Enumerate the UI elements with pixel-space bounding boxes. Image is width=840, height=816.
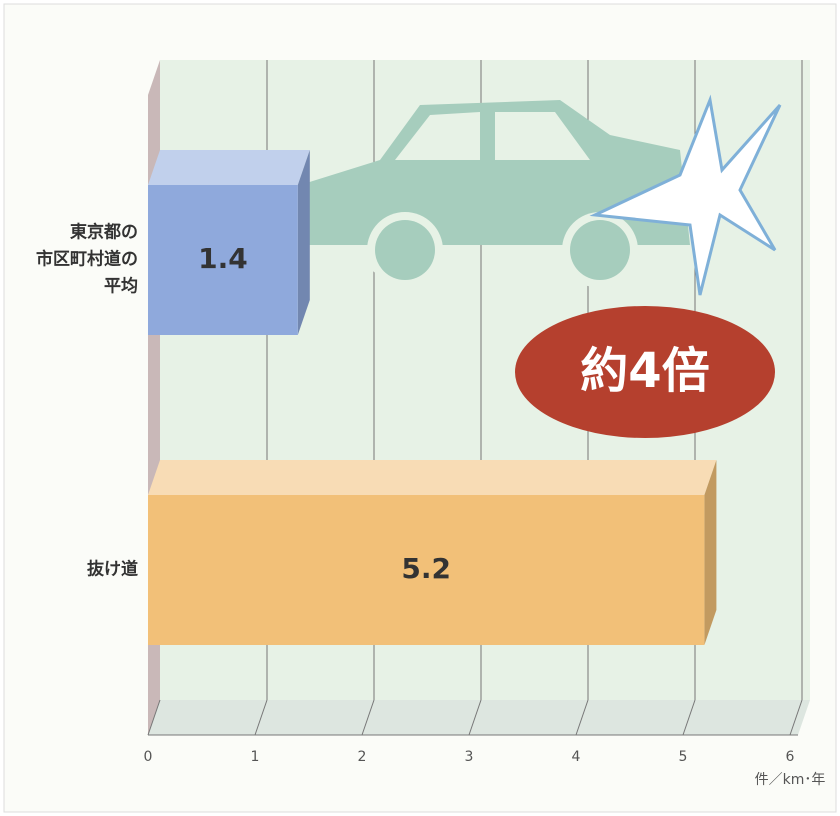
bar-top [148, 150, 310, 185]
x-tick-label: 5 [679, 749, 688, 765]
floor-grid-line [575, 699, 589, 736]
bar [148, 185, 298, 335]
car-body [300, 100, 690, 245]
x-tick-label: 0 [144, 749, 153, 765]
category-label: 抜け道 [87, 559, 138, 580]
bar-side [297, 150, 310, 335]
x-axis-label: 件／km･年 [755, 772, 826, 788]
car-window [395, 112, 590, 160]
floor-grid-line [789, 699, 803, 736]
floor-grid-line [682, 699, 696, 736]
floor [148, 700, 810, 735]
x-tick-label: 4 [572, 749, 581, 765]
wheel [375, 220, 435, 280]
bar-side [704, 460, 717, 645]
category-label: 東京都の 市区町村道の 平均 [36, 222, 138, 297]
value-label: 1.4 [198, 242, 248, 275]
annotation: 約4倍 [580, 343, 709, 399]
x-tick-label: 2 [358, 749, 367, 765]
value-label: 5.2 [401, 552, 451, 585]
wheel [570, 220, 630, 280]
crash-burst [589, 94, 782, 296]
bar [148, 495, 705, 645]
x-tick-label: 3 [465, 749, 474, 765]
x-tick-label: 6 [786, 749, 795, 765]
floor-grid-line [254, 699, 268, 736]
x-tick-label: 1 [251, 749, 260, 765]
floor-grid-line [147, 699, 161, 736]
annotation-badge [515, 306, 775, 438]
floor-grid-line [468, 699, 482, 736]
car-illustration [300, 94, 782, 296]
bar-top [148, 460, 717, 495]
floor-grid-line [361, 699, 375, 736]
